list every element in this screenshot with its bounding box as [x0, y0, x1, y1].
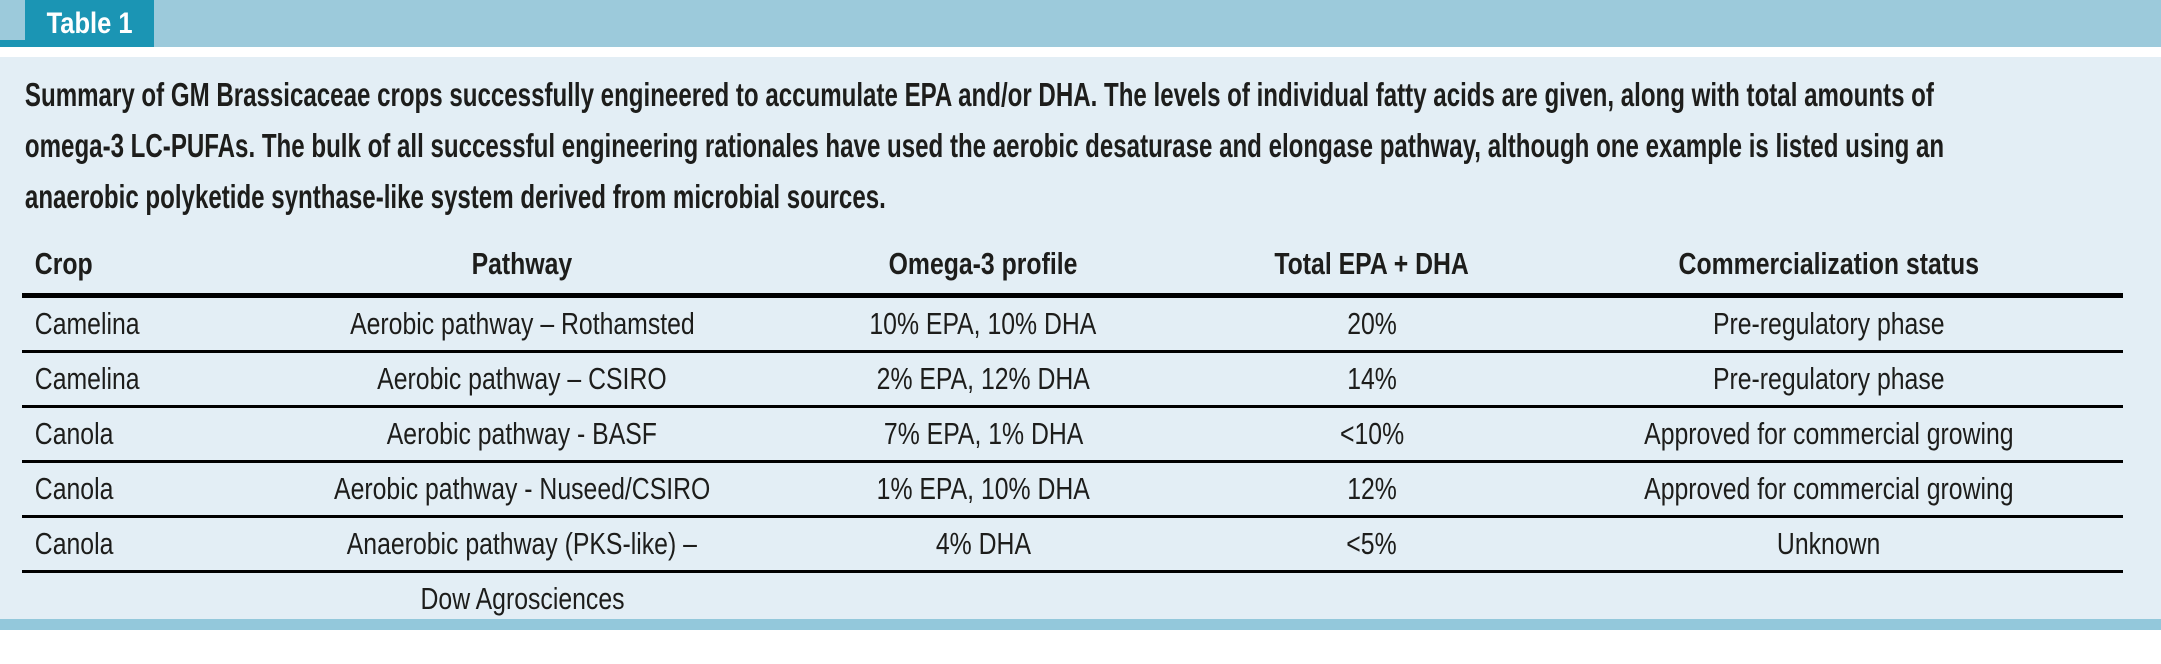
- cell-pathway: Aerobic pathway – CSIRO: [377, 361, 667, 396]
- table-row: Camelina Aerobic pathway – Rothamsted 10…: [22, 296, 2123, 352]
- cell-pathway: Dow Agrosciences: [420, 581, 625, 616]
- cell-pathway: Aerobic pathway - BASF: [386, 416, 658, 451]
- cell-omega3-profile: 2% EPA, 12% DHA: [876, 361, 1090, 396]
- table-row: Canola Anaerobic pathway (PKS-like) – 4%…: [22, 517, 2123, 572]
- table-row: Canola Aerobic pathway - Nuseed/CSIRO 1%…: [22, 462, 2123, 517]
- cell-total-epa-dha: 20%: [1347, 306, 1397, 341]
- cell-crop: Camelina: [34, 306, 140, 341]
- data-table: Crop Pathway Omega-3 profile Total EPA +…: [22, 231, 2123, 619]
- cell-crop: Canola: [34, 526, 114, 561]
- cell-total-epa-dha: <5%: [1346, 526, 1398, 561]
- cell-commercialization-status: Pre-regulatory phase: [1713, 361, 1945, 396]
- caption-line: Summary of GM Brassicaceae crops success…: [24, 76, 1934, 113]
- cell-omega3-profile: 4% DHA: [935, 526, 1031, 561]
- table-row: Canola Aerobic pathway - BASF 7% EPA, 1%…: [22, 407, 2123, 462]
- cell-total-epa-dha: 14%: [1347, 361, 1397, 396]
- header-row: Crop Pathway Omega-3 profile Total EPA +…: [22, 231, 2123, 298]
- table-header-bar: Table 1: [0, 0, 2161, 47]
- col-header-total-epa-dha: Total EPA + DHA: [1209, 231, 1535, 298]
- header-gap: [0, 47, 2161, 57]
- cell-crop: Canola: [34, 471, 114, 506]
- col-header-commercialization-status: Commercialization status: [1534, 231, 2123, 298]
- table-label-badge: Table 1: [25, 0, 155, 47]
- table-row-continuation: Dow Agrosciences: [22, 572, 2123, 620]
- table-row: Camelina Aerobic pathway – CSIRO 2% EPA,…: [22, 352, 2123, 407]
- cell-total-epa-dha: 12%: [1347, 471, 1397, 506]
- cell-commercialization-status: [1535, 572, 2123, 620]
- cell-total-epa-dha: [1209, 572, 1535, 620]
- cell-omega3-profile: 7% EPA, 1% DHA: [883, 416, 1083, 451]
- cell-total-epa-dha: <10%: [1339, 416, 1404, 451]
- cell-commercialization-status: Approved for commercial growing: [1644, 416, 2014, 451]
- cell-crop: [22, 572, 287, 620]
- bottom-margin: [0, 630, 2161, 664]
- cell-crop: Canola: [34, 416, 114, 451]
- cell-pathway: Aerobic pathway - Nuseed/CSIRO: [333, 471, 711, 506]
- cell-commercialization-status: Unknown: [1777, 526, 1881, 561]
- cell-crop: Camelina: [34, 361, 140, 396]
- figure-panel: Summary of GM Brassicaceae crops success…: [0, 57, 2161, 619]
- cell-pathway: Anaerobic pathway (PKS-like) –: [346, 526, 698, 561]
- table-label: Table 1: [46, 6, 133, 40]
- table-caption: Summary of GM Brassicaceae crops success…: [22, 69, 2126, 222]
- cell-omega3-profile: 10% EPA, 10% DHA: [869, 306, 1097, 341]
- bottom-accent-strip: [0, 619, 2161, 630]
- cell-commercialization-status: Pre-regulatory phase: [1713, 306, 1945, 341]
- col-header-omega3-profile: Omega-3 profile: [757, 231, 1210, 298]
- col-header-pathway: Pathway: [286, 231, 758, 298]
- cell-omega3-profile: 1% EPA, 10% DHA: [876, 471, 1090, 506]
- col-header-crop: Crop: [22, 231, 287, 298]
- caption-line: anaerobic polyketide synthase-like syste…: [24, 178, 886, 215]
- cell-omega3-profile: [757, 572, 1209, 620]
- cell-pathway: Aerobic pathway – Rothamsted: [349, 306, 695, 341]
- caption-line: omega-3 LC-PUFAs. The bulk of all succes…: [24, 127, 1945, 164]
- cell-commercialization-status: Approved for commercial growing: [1644, 471, 2014, 506]
